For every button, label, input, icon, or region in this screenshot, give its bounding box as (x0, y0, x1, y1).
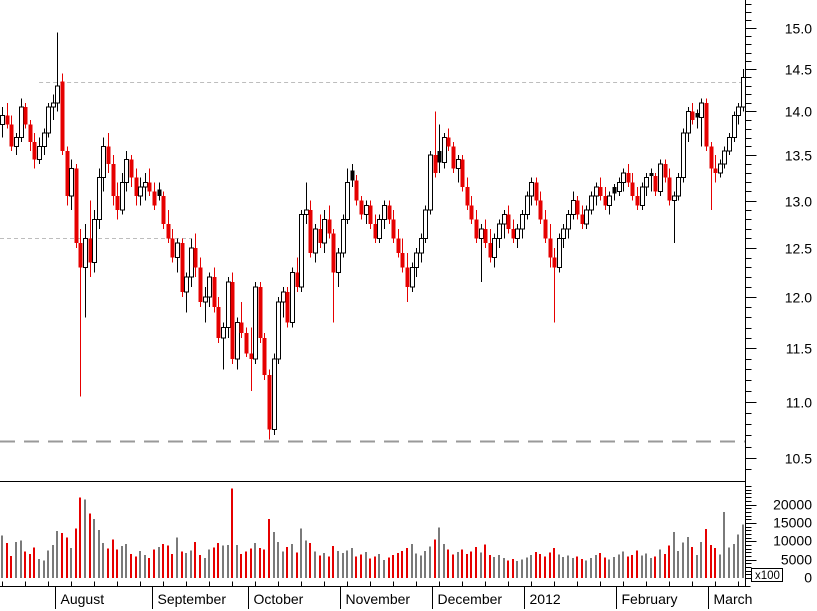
svg-text:November: November (346, 591, 411, 607)
candles (0, 32, 746, 440)
month-separators (55, 586, 709, 609)
axis-frame (0, 0, 751, 587)
svg-text:March: March (714, 591, 753, 607)
svg-text:14.0: 14.0 (785, 104, 812, 120)
price-axis-ticks (745, 4, 757, 470)
svg-text:September: September (158, 591, 227, 607)
month-labels: August September October November December 20… (61, 591, 753, 607)
x-axis-ticks (2, 581, 739, 587)
svg-text:February: February (622, 591, 678, 607)
svg-text:15.0: 15.0 (785, 21, 812, 37)
volume-bars (1, 488, 744, 578)
svg-text:5000: 5000 (781, 552, 812, 568)
svg-text:14.5: 14.5 (785, 62, 812, 78)
svg-text:10.5: 10.5 (785, 451, 812, 467)
svg-text:13.0: 13.0 (785, 194, 812, 210)
price-axis-labels: 10.5 11.0 11.5 12.0 12.5 13.0 13.5 14.0 14.5 15.0 (785, 21, 812, 467)
svg-text:0: 0 (804, 570, 812, 586)
svg-text:11.5: 11.5 (786, 341, 812, 357)
svg-text:11.0: 11.0 (786, 395, 812, 411)
svg-text:August: August (61, 591, 105, 607)
volume-axis-labels: 0 5000 10000 15000 20000 (773, 497, 812, 586)
svg-text:10000: 10000 (773, 533, 812, 549)
svg-text:2012: 2012 (530, 591, 561, 607)
svg-text:13.5: 13.5 (785, 148, 812, 164)
svg-text:15000: 15000 (773, 515, 812, 531)
volume-unit-label: x100 (755, 570, 780, 582)
volume-axis-ticks (745, 486, 757, 579)
volume-unit-box (751, 568, 783, 582)
volume-unit-badge: x100 (751, 568, 783, 582)
svg-text:20000: 20000 (773, 497, 812, 513)
reference-level-lines (0, 82, 746, 443)
svg-text:12.5: 12.5 (785, 241, 812, 257)
svg-text:October: October (254, 591, 304, 607)
svg-text:December: December (438, 591, 503, 607)
svg-text:12.0: 12.0 (785, 290, 812, 306)
chart-plot-area[interactable] (0, 0, 745, 586)
